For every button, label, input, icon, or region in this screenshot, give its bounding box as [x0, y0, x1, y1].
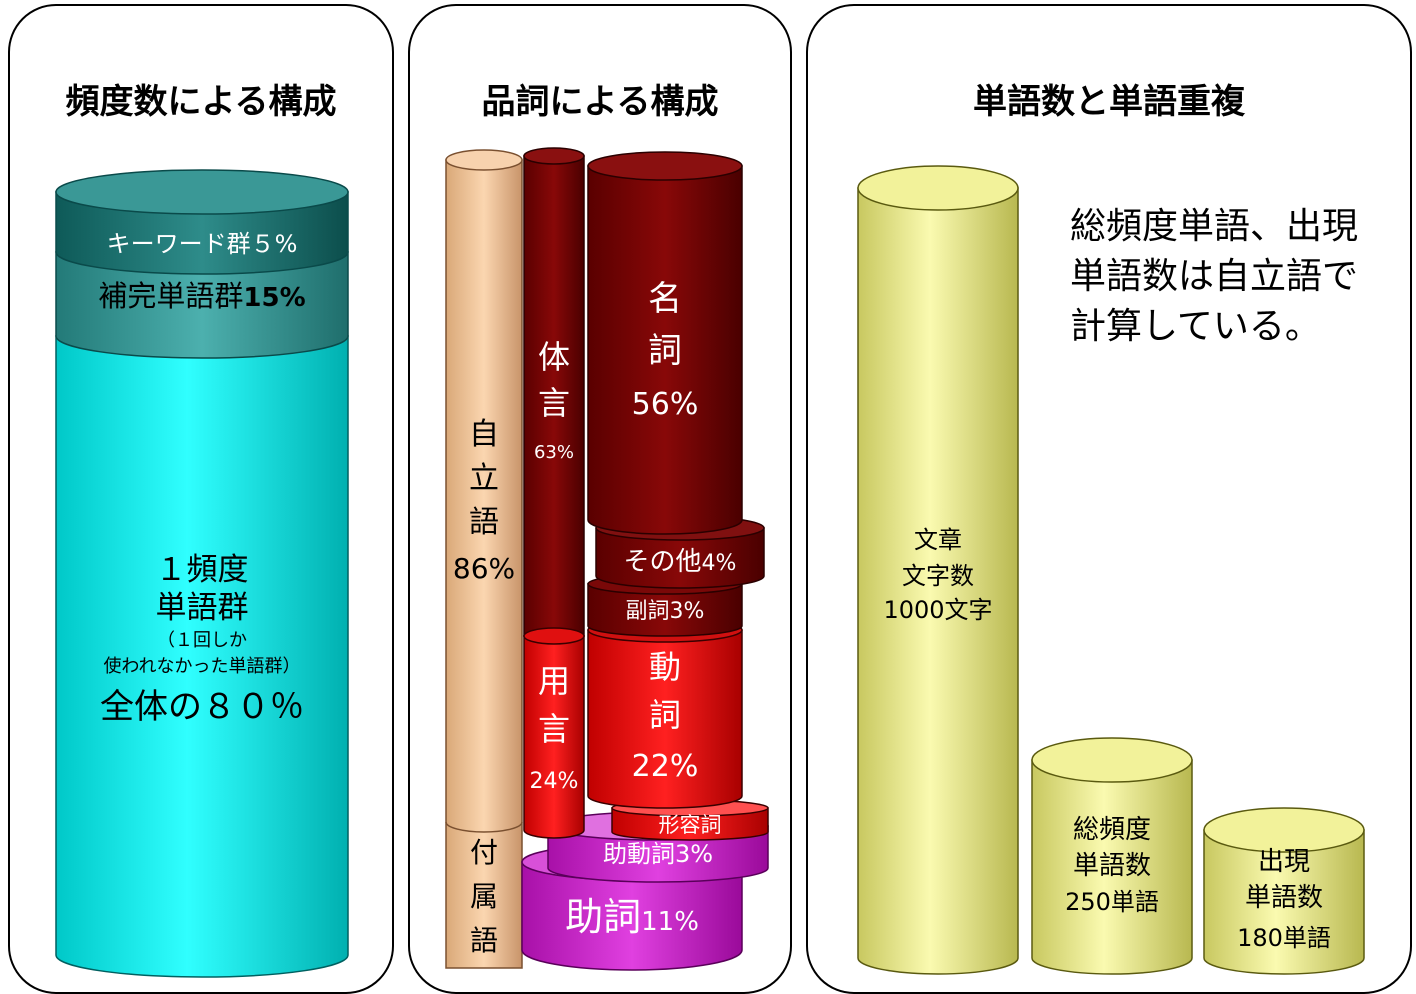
note-line1: 総頻度単語、出現: [1070, 206, 1358, 247]
frequency-cylinder: [55, 169, 349, 978]
fukushi-label: 副詞3%: [626, 599, 705, 624]
frequency-panel-title: 頻度数による構成: [65, 82, 337, 122]
note-line3: 計算している。: [1070, 306, 1321, 347]
fuzokugo-char3: 語: [470, 924, 498, 957]
char-count-line2: 文字数: [902, 562, 974, 590]
meishi-char2: 詞: [648, 331, 682, 371]
single-note-line1: （１回しか: [157, 630, 247, 651]
single-total-label: 全体の８０％: [100, 687, 304, 727]
jiritsugo-pct: 86%: [453, 552, 515, 585]
pos-panel-title: 品詞による構成: [481, 82, 719, 122]
jodoushi-label: 助動詞3%: [603, 840, 713, 868]
joshi-label-pct: 11%: [641, 907, 699, 937]
sonota-label-text: その他: [624, 547, 702, 577]
sonota-label: その他4%: [624, 547, 737, 577]
fuzokugo-char2: 属: [470, 880, 498, 913]
taigen-pct: 63%: [534, 442, 574, 463]
keiyoushi-label: 形容詞: [659, 813, 722, 837]
jiritsugo-char1: 自: [469, 417, 499, 452]
char-count-line3: 1000文字: [883, 596, 992, 624]
single-frequency-segment: [55, 335, 349, 978]
yougen-pct: 24%: [530, 769, 579, 794]
doushi-char2: 詞: [649, 696, 681, 734]
complement-label-pct: 15%: [243, 283, 305, 313]
cylinder-top: [55, 169, 349, 215]
keyword-label: キーワード群５%: [107, 230, 298, 258]
joshi-label-text: 助詞: [565, 895, 641, 939]
jiritsugo-char3: 語: [469, 505, 499, 540]
jiritsugo-cylinder: [445, 149, 523, 969]
keyword-segment: [55, 191, 349, 275]
yougen-char1: 用: [538, 662, 570, 700]
joshi-label: 助詞11%: [565, 895, 699, 939]
single-label-line1: １頻度: [156, 552, 249, 588]
yougen-cylinder: [523, 627, 585, 839]
unique-words-line2: 単語数: [1245, 883, 1323, 913]
sonota-label-pct: 4%: [702, 551, 737, 576]
doushi-char1: 動: [649, 648, 681, 686]
taigen-char2: 言: [538, 384, 570, 422]
total-words-line3: 250単語: [1065, 888, 1159, 916]
complement-label-text: 補完単語群: [98, 279, 243, 313]
char-count-line1: 文章: [914, 526, 962, 554]
meishi-pct: 56%: [632, 387, 699, 422]
char-count-cylinder: [857, 165, 1019, 975]
unique-words-line1: 出現: [1258, 847, 1310, 877]
unique-words-line3: 180単語: [1237, 924, 1331, 952]
single-note-line2: 使われなかった単語群）: [103, 656, 300, 677]
word-count-panel-title: 単語数と単語重複: [973, 82, 1245, 122]
total-words-line2: 単語数: [1073, 851, 1151, 881]
taigen-char1: 体: [538, 338, 570, 376]
single-label-line2: 単語群: [156, 590, 249, 626]
jiritsugo-char2: 立: [469, 461, 499, 496]
unique-words-cylinder: [1203, 807, 1365, 975]
yougen-char2: 言: [538, 710, 570, 748]
total-words-line1: 総頻度: [1073, 815, 1151, 845]
doushi-pct: 22%: [632, 749, 699, 784]
fuzokugo-char1: 付: [470, 836, 498, 869]
note-line2: 単語数は自立語で: [1070, 256, 1358, 297]
meishi-cylinder: [587, 151, 743, 535]
total-words-cylinder: [1031, 737, 1193, 975]
meishi-char1: 名: [648, 279, 682, 319]
complement-segment: [55, 251, 349, 359]
complement-label: 補完単語群15%: [98, 279, 305, 313]
